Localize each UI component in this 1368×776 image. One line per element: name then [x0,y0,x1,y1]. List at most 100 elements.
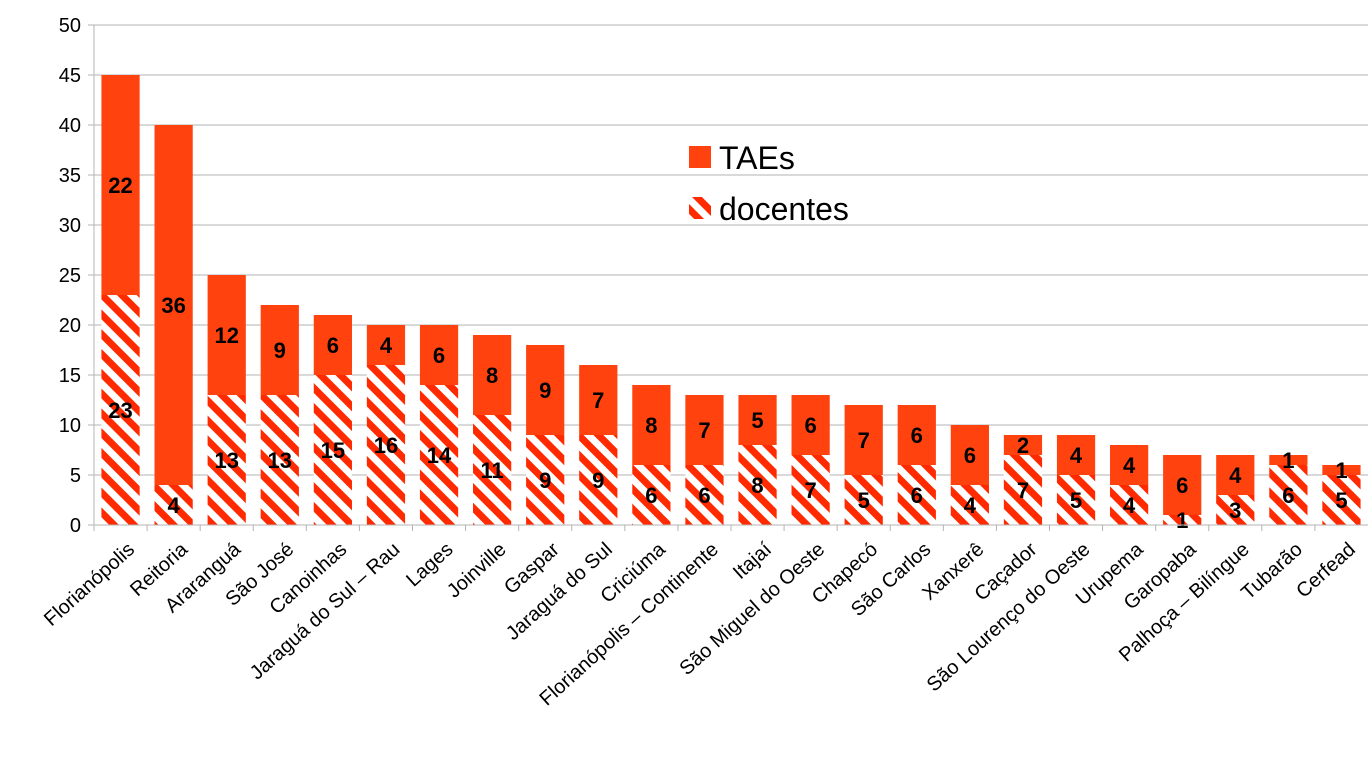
bar-taes [207,275,246,395]
data-labels: 2322436131213915616414611899976867857657… [108,173,1347,533]
data-label-taes: 4 [1123,453,1136,478]
bar-taes [1216,455,1255,495]
data-label-docentes: 14 [427,443,452,468]
x-category-label: Joinville [443,538,511,602]
bar-taes [1056,435,1096,475]
bar-taes [473,335,512,415]
bar-taes [791,395,830,455]
data-label-taes: 7 [858,428,870,453]
bar-docentes [207,395,246,525]
data-label-docentes: 7 [1017,478,1029,503]
data-label-taes: 22 [108,173,132,198]
bar-docentes [419,385,459,525]
legend-swatch-docentes [689,197,711,219]
data-label-docentes: 4 [168,493,181,518]
y-tick-label: 30 [59,215,81,237]
data-label-taes: 2 [1017,433,1029,458]
legend-label-docentes: docentes [719,191,849,227]
data-label-taes: 7 [698,418,710,443]
x-category-label: Florianópolis [40,538,139,630]
y-tick-label: 5 [70,465,81,487]
y-tick-label: 10 [59,415,81,437]
y-tick-label: 45 [59,65,81,87]
bar-taes [313,315,352,375]
legend: TAEs docentes [689,140,849,227]
bar-docentes [1163,515,1202,525]
data-label-docentes: 1 [1176,508,1188,533]
bar-docentes [1110,485,1149,525]
y-tick-label: 20 [59,315,81,337]
data-label-taes: 4 [1070,443,1083,468]
bar-docentes [632,465,671,525]
bar-taes [1003,435,1043,455]
bar-docentes [101,295,140,525]
data-label-docentes: 4 [964,493,977,518]
gridlines [94,24,1368,526]
bar-docentes [579,435,618,525]
data-label-docentes: 5 [1335,488,1347,513]
bar-taes [1163,455,1202,515]
bar-docentes [313,375,352,525]
bar-docentes [1269,465,1308,525]
data-label-docentes: 11 [480,458,503,483]
data-label-taes: 1 [1335,458,1347,483]
data-label-docentes: 9 [539,468,551,493]
data-label-docentes: 6 [1282,483,1294,508]
data-label-docentes: 5 [1070,488,1082,513]
data-label-docentes: 6 [645,483,657,508]
data-label-taes: 36 [161,293,185,318]
bar-taes [632,385,671,465]
data-label-taes: 6 [964,443,976,468]
y-tick-label: 25 [59,265,81,287]
data-label-taes: 6 [911,423,923,448]
data-label-taes: 7 [592,388,604,413]
data-label-taes: 4 [380,333,393,358]
bar-taes [1322,465,1361,475]
bar-taes [685,395,724,465]
data-label-taes: 6 [1176,473,1188,498]
data-label-taes: 8 [645,413,657,438]
data-label-taes: 8 [486,363,498,388]
data-label-taes: 12 [214,323,238,348]
bar-taes [844,405,883,475]
bar-taes [1110,445,1149,485]
bar-taes [154,125,193,485]
data-label-docentes: 16 [374,433,398,458]
data-label-docentes: 13 [268,448,292,473]
data-label-docentes: 7 [805,478,817,503]
bar-docentes [1003,455,1043,525]
y-tick-label: 0 [70,515,81,537]
data-label-taes: 6 [805,413,817,438]
bar-docentes [473,415,512,525]
y-axis: 0 5 10 15 20 25 30 35 40 45 50 [59,15,95,537]
data-label-docentes: 8 [751,473,763,498]
data-label-taes: 9 [274,338,286,363]
data-label-docentes: 13 [214,448,238,473]
x-category-label: Cerfead [1292,538,1360,602]
data-label-taes: 9 [539,378,551,403]
legend-label-taes: TAEs [719,140,795,176]
y-tick-label: 35 [59,165,81,187]
bar-taes [366,325,406,365]
bar-taes [579,365,618,435]
bar-docentes [897,465,936,525]
bar-taes [260,305,299,395]
legend-swatch-taes [689,146,711,168]
data-label-docentes: 15 [321,438,345,463]
bar-docentes [1216,495,1255,525]
data-label-docentes: 4 [1123,493,1136,518]
bar-docentes [685,465,724,525]
bar-taes [101,75,140,295]
data-label-docentes: 9 [592,468,604,493]
bar-docentes [1056,475,1096,525]
bar-docentes [791,455,830,525]
data-label-docentes: 3 [1229,498,1241,523]
bars [101,75,1361,525]
bar-docentes [1322,475,1361,525]
data-label-docentes: 6 [911,483,923,508]
bar-docentes [366,365,406,525]
bar-taes [738,395,777,445]
data-label-taes: 6 [433,343,445,368]
y-tick-label: 15 [59,365,81,387]
